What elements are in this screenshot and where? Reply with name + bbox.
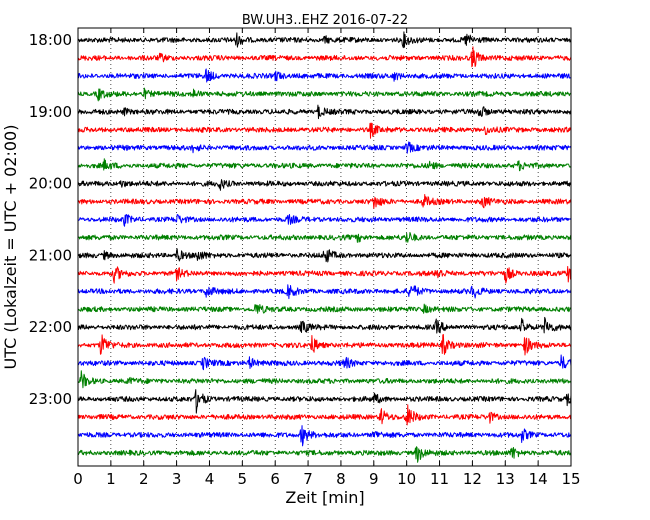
y-tick-label-0: 18:00: [29, 31, 72, 49]
x-tick-label-9: 9: [369, 470, 379, 488]
trace-group: [77, 31, 572, 463]
trace-1815: [77, 46, 572, 68]
x-tick-label-7: 7: [303, 470, 313, 488]
trace-2045: [77, 231, 572, 243]
trace-2100: [77, 248, 572, 263]
x-tick-label-2: 2: [139, 470, 149, 488]
x-tick-label-13: 13: [496, 470, 515, 488]
y-axis-ticks: 18:00 19:00 20:00 21:00 22:00 23:00: [29, 31, 571, 408]
y-axis-label: UTC (Lokalzeit = UTC + 02:00): [1, 125, 20, 370]
trace-2245: [77, 370, 572, 389]
chart-title: BW.UH3..EHZ 2016-07-22: [242, 13, 408, 28]
x-tick-label-15: 15: [561, 470, 580, 488]
trace-2000: [77, 179, 572, 191]
trace-2130: [77, 284, 572, 300]
x-tick-label-1: 1: [106, 470, 116, 488]
x-axis-ticks: 0 1 2 3 4 5 6 7 8 9 10 11 12 13 14 15: [73, 28, 581, 488]
plot-frame: [77, 27, 572, 467]
y-tick-label-4: 22:00: [29, 318, 72, 336]
x-tick-label-0: 0: [73, 470, 83, 488]
trace-1830: [77, 68, 572, 83]
trace-1800: [77, 31, 572, 49]
x-tick-label-11: 11: [430, 470, 449, 488]
trace-1845: [77, 87, 572, 102]
trace-2015: [77, 194, 572, 209]
trace-2215: [77, 334, 572, 356]
x-tick-label-10: 10: [397, 470, 416, 488]
x-tick-label-5: 5: [238, 470, 248, 488]
trace-2230: [77, 354, 572, 371]
y-tick-label-5: 23:00: [29, 390, 72, 408]
x-tick-label-3: 3: [172, 470, 182, 488]
trace-2330: [77, 425, 572, 447]
x-tick-label-12: 12: [463, 470, 482, 488]
trace-2315: [77, 404, 572, 426]
trace-2030: [77, 213, 572, 227]
trace-2345: [77, 446, 572, 463]
x-tick-label-4: 4: [205, 470, 215, 488]
trace-1945: [77, 158, 572, 172]
trace-2145: [77, 303, 572, 314]
x-tick-label-6: 6: [270, 470, 280, 488]
trace-1915: [77, 122, 572, 139]
y-tick-label-2: 20:00: [29, 175, 72, 193]
x-axis-label: Zeit [min]: [285, 488, 364, 507]
trace-1900: [77, 104, 572, 120]
x-tick-label-14: 14: [529, 470, 548, 488]
y-tick-label-3: 21:00: [29, 246, 72, 264]
trace-2200: [77, 316, 572, 334]
x-tick-label-8: 8: [336, 470, 346, 488]
trace-2115: [77, 265, 572, 284]
trace-1930: [77, 141, 572, 154]
trace-2300: [77, 389, 572, 414]
y-tick-label-1: 19:00: [29, 103, 72, 121]
